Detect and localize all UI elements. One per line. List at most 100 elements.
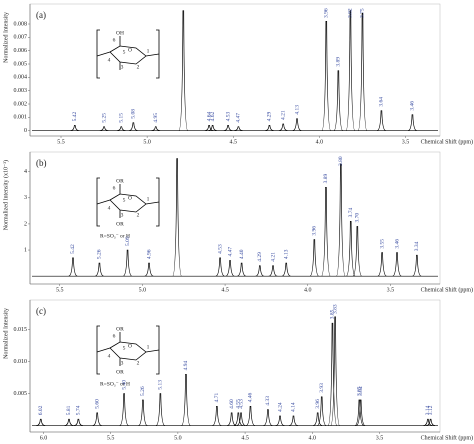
y-tick-label: 0.003 xyxy=(14,88,28,94)
y-tick-label: 0.015 xyxy=(14,327,28,333)
peak-label: 4.46 xyxy=(248,393,254,403)
structure-label: R=SO₃⁻ or H xyxy=(100,233,130,239)
peak-label: 5.26 xyxy=(140,386,146,396)
structure-label: O xyxy=(128,47,132,53)
structure-label: OR xyxy=(116,326,124,332)
peak-label: 5.13 xyxy=(158,380,164,390)
y-tick-label: 2 xyxy=(24,221,27,227)
peak xyxy=(345,220,356,277)
y-axis-title: Normalized Intensity xyxy=(3,12,9,63)
peak xyxy=(352,226,363,277)
peak-label: 3.64 xyxy=(358,386,364,396)
x-tick-label: 4.5 xyxy=(230,139,238,145)
peak-label: 3.65 xyxy=(357,386,363,396)
structure-label: O xyxy=(128,343,132,349)
structure-label: 3 xyxy=(121,64,124,70)
peak-label: 3.74 xyxy=(348,207,354,217)
peak xyxy=(321,20,332,132)
peak xyxy=(321,186,331,277)
peak-label: 3.89 xyxy=(336,57,342,67)
structure-label: 2 xyxy=(137,64,140,70)
y-tick-label: 0.005 xyxy=(14,391,28,397)
peak-label: 5.09 xyxy=(125,236,131,246)
peak xyxy=(330,316,340,426)
structure: OH6 5 4 3 2 1 O xyxy=(96,29,160,79)
peak xyxy=(237,262,247,277)
x-tick-label: 5.0 xyxy=(174,435,182,441)
peak xyxy=(412,254,422,277)
peak-label: 4.29 xyxy=(267,111,273,121)
peak xyxy=(212,406,222,426)
peak xyxy=(263,409,273,426)
peak xyxy=(292,118,302,132)
y-tick-label: 3 xyxy=(24,195,27,201)
y-tick-label: 0.010 xyxy=(14,359,28,365)
peak xyxy=(376,110,386,132)
peak xyxy=(289,415,298,426)
peak xyxy=(178,10,189,132)
peak-label: 4.21 xyxy=(270,252,276,262)
peak xyxy=(233,412,243,426)
x-axis-title: Chemical Shift (ppm) xyxy=(421,286,473,293)
peak-label: 4.53 xyxy=(225,111,231,121)
peak-label: 3.70 xyxy=(355,213,361,223)
peak xyxy=(116,126,126,132)
structure-label: 1 xyxy=(147,344,150,350)
peak xyxy=(245,406,255,426)
peak-label: 3.89 xyxy=(323,173,329,183)
structure-label: 5 xyxy=(123,197,126,203)
x-tick-label: 4.5 xyxy=(241,435,249,441)
peak xyxy=(275,415,285,426)
y-tick-label: 0.004 xyxy=(14,75,28,81)
peak xyxy=(172,158,182,277)
peak-label: 3.93 xyxy=(319,383,325,393)
peak xyxy=(423,418,433,426)
bracket xyxy=(96,177,160,227)
x-tick-label: 5.0 xyxy=(139,287,147,293)
peak xyxy=(327,322,338,426)
structure-label: 4 xyxy=(108,57,111,63)
peak-label: 5.42 xyxy=(72,111,78,121)
peak xyxy=(215,257,225,277)
peak-label: 3.96 xyxy=(324,8,330,18)
peak xyxy=(122,249,133,277)
peak-label: 4.60 xyxy=(229,399,235,409)
peak-label: 3.46 xyxy=(394,239,400,249)
peak xyxy=(313,412,323,426)
y-tick-label: 0.007 xyxy=(14,35,28,41)
peak xyxy=(336,163,346,277)
peak-label: 5.15 xyxy=(119,113,125,123)
peak xyxy=(138,399,148,426)
y-tick-label: 0.002 xyxy=(14,101,28,107)
peak xyxy=(68,257,78,277)
peak-label: 5.26 xyxy=(97,249,103,259)
structure-label: 3 xyxy=(121,360,124,366)
panel-frame xyxy=(29,151,441,285)
x-tick-label: 4.0 xyxy=(309,435,317,441)
peak xyxy=(36,418,46,426)
x-tick-label: 3.5 xyxy=(402,139,410,145)
peak-label: 4.62 xyxy=(210,111,216,121)
structure-label: OR xyxy=(116,369,124,375)
structure-label: OR xyxy=(116,221,124,227)
panel-label: (c) xyxy=(36,306,46,316)
structure-label: 5 xyxy=(123,49,126,55)
peak-label: 5.74 xyxy=(76,405,82,415)
peak-label: 4.53 xyxy=(238,399,244,409)
structure-label: 6 xyxy=(113,37,116,43)
structure-label: 1 xyxy=(147,48,150,54)
peak-label: 5.25 xyxy=(101,113,107,123)
peak-label: 3.12 xyxy=(428,405,434,415)
y-tick-label: 1 xyxy=(24,247,27,253)
x-tick-label: 4.0 xyxy=(304,287,312,293)
x-tick-label: 5.0 xyxy=(143,139,151,145)
peak xyxy=(227,412,237,426)
x-axis-title: Chemical Shift (ppm) xyxy=(421,434,473,441)
peak xyxy=(265,124,274,132)
peak-label: 5.42 xyxy=(70,244,76,254)
peak-label: 5.81 xyxy=(66,405,72,415)
peak xyxy=(255,265,265,277)
